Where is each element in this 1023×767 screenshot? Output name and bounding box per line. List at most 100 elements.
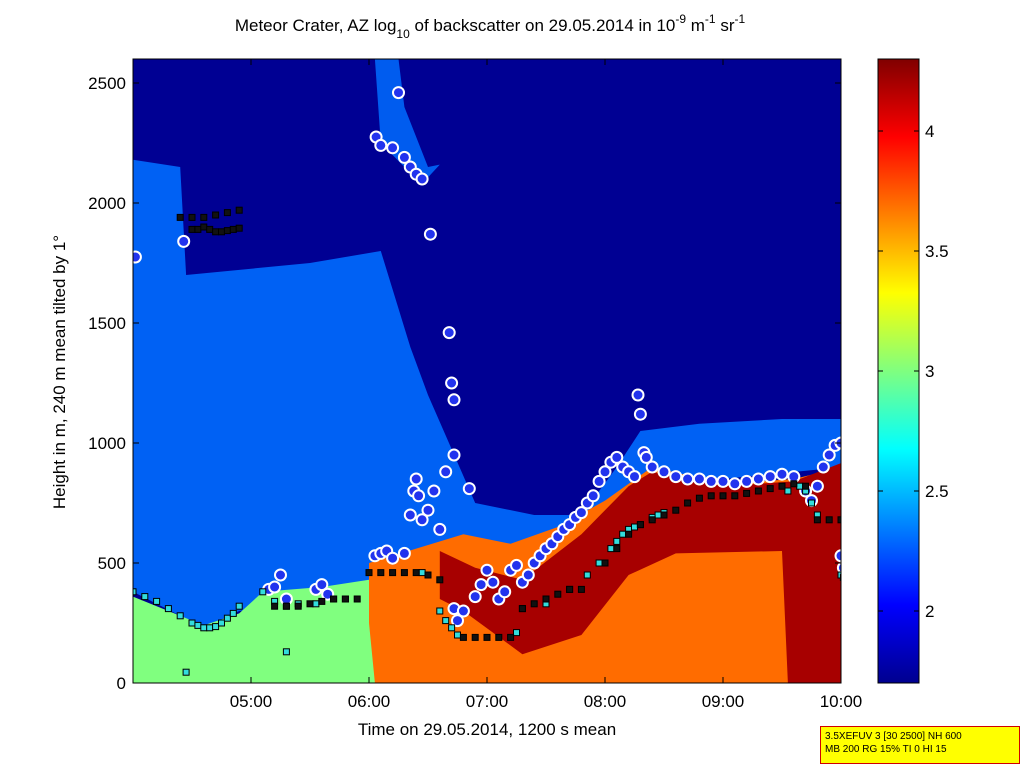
series-1-point: [153, 597, 161, 605]
series-2-point: [223, 227, 231, 235]
series-0-point: [645, 460, 659, 474]
series-0-point: [657, 465, 671, 479]
series-0-point: [268, 580, 282, 594]
y-tick-label: 0: [117, 674, 126, 693]
series-0-point: [810, 479, 824, 493]
series-1-point: [223, 614, 231, 622]
series-2-point: [271, 602, 279, 610]
series-2-point: [294, 602, 302, 610]
series-0-point: [740, 474, 754, 488]
series-2-point: [660, 511, 668, 519]
colorbar-tick-label: 2: [925, 602, 934, 621]
heatmap-regions: [133, 59, 841, 683]
series-1-point: [282, 648, 290, 656]
series-0-point: [403, 508, 417, 522]
series-1-point: [182, 668, 190, 676]
series-2-point: [731, 492, 739, 500]
series-2-point: [802, 482, 810, 490]
series-2-point: [719, 492, 727, 500]
series-1-point: [194, 621, 202, 629]
series-2-point: [318, 597, 326, 605]
series-0-point: [728, 477, 742, 491]
series-0-point: [628, 470, 641, 484]
series-0-point: [834, 549, 841, 563]
series-2-point: [577, 585, 585, 593]
series-2-point: [636, 521, 644, 529]
series-1-point: [436, 607, 444, 615]
series-2-point: [518, 605, 526, 613]
series-0-point: [763, 470, 777, 484]
series-0-point: [423, 227, 437, 241]
series-0-point: [415, 172, 429, 186]
series-2-point: [790, 480, 798, 488]
series-0-point: [439, 465, 453, 479]
series-2-point: [471, 633, 479, 641]
series-2-point: [353, 595, 361, 603]
series-0-point: [433, 522, 447, 536]
series-2-point: [495, 633, 503, 641]
series-1-point: [454, 631, 461, 639]
series-2-point: [778, 482, 786, 490]
series-0-point: [816, 460, 830, 474]
series-2-point: [200, 223, 208, 231]
series-1-point: [141, 593, 149, 601]
series-0-point: [456, 604, 470, 618]
series-0-point: [462, 482, 476, 496]
series-1-point: [188, 619, 196, 627]
series-1-point: [583, 571, 591, 579]
title-middle: of backscatter on 29.05.2014 in 10: [410, 16, 676, 35]
series-1-point: [212, 623, 220, 631]
series-2-point: [684, 499, 692, 507]
series-2-point: [212, 228, 220, 236]
x-tick-label: 09:00: [702, 692, 745, 711]
series-0-point: [822, 448, 836, 462]
info-line-2: MB 200 RG 15% TI 0 HI 15: [825, 744, 947, 755]
series-2-point: [176, 213, 184, 221]
y-tick-label: 500: [98, 554, 126, 573]
series-0-point: [639, 450, 653, 464]
series-2-point: [389, 569, 397, 577]
title-sup3: -1: [734, 12, 745, 26]
y-axis-label: Height in m, 240 m mean tilted by 1°: [50, 235, 69, 509]
series-2-point: [365, 569, 373, 577]
title-sup2: -1: [705, 12, 716, 26]
series-0-point: [836, 561, 841, 574]
series-2-point: [566, 585, 574, 593]
series-1-point: [418, 569, 426, 577]
series-1-point: [200, 624, 208, 632]
settings-info-box: 3.5XEFUV 3 [30 2500] NH 600 MB 200 RG 15…: [820, 726, 1020, 764]
y-tick-label: 1500: [88, 314, 126, 333]
series-2-point: [330, 595, 338, 603]
colorbar: [877, 58, 920, 684]
series-0-point: [510, 558, 523, 572]
title-prefix: Meteor Crater, AZ log: [235, 16, 397, 35]
series-0-point: [468, 590, 482, 604]
plot-area: [133, 59, 841, 683]
title-unit1: m: [686, 16, 705, 35]
series-0-point: [480, 563, 494, 577]
series-0-point: [681, 472, 695, 486]
series-1-point: [235, 602, 243, 610]
y-tick-label: 1000: [88, 434, 126, 453]
series-0-point: [412, 489, 426, 503]
series-1-point: [595, 559, 603, 567]
series-0-point: [474, 578, 488, 592]
series-1-point: [259, 588, 267, 596]
series-2-point: [235, 224, 243, 232]
info-line-1: 3.5XEFUV 3 [30 2500] NH 600: [825, 731, 962, 742]
series-0-point: [498, 585, 512, 599]
series-2-point: [754, 487, 762, 495]
series-0-point: [397, 546, 411, 560]
series-2-point: [648, 516, 656, 524]
series-2-point: [188, 225, 196, 233]
series-0-point: [586, 489, 600, 503]
series-1-point: [164, 605, 172, 613]
series-0-point: [447, 448, 461, 462]
series-1-point: [613, 537, 621, 545]
series-2-point: [188, 213, 196, 221]
series-1-point: [607, 545, 615, 553]
series-1-point: [654, 511, 662, 519]
series-2-point: [743, 489, 751, 497]
colorbar-tick-label: 3.5: [925, 242, 949, 261]
